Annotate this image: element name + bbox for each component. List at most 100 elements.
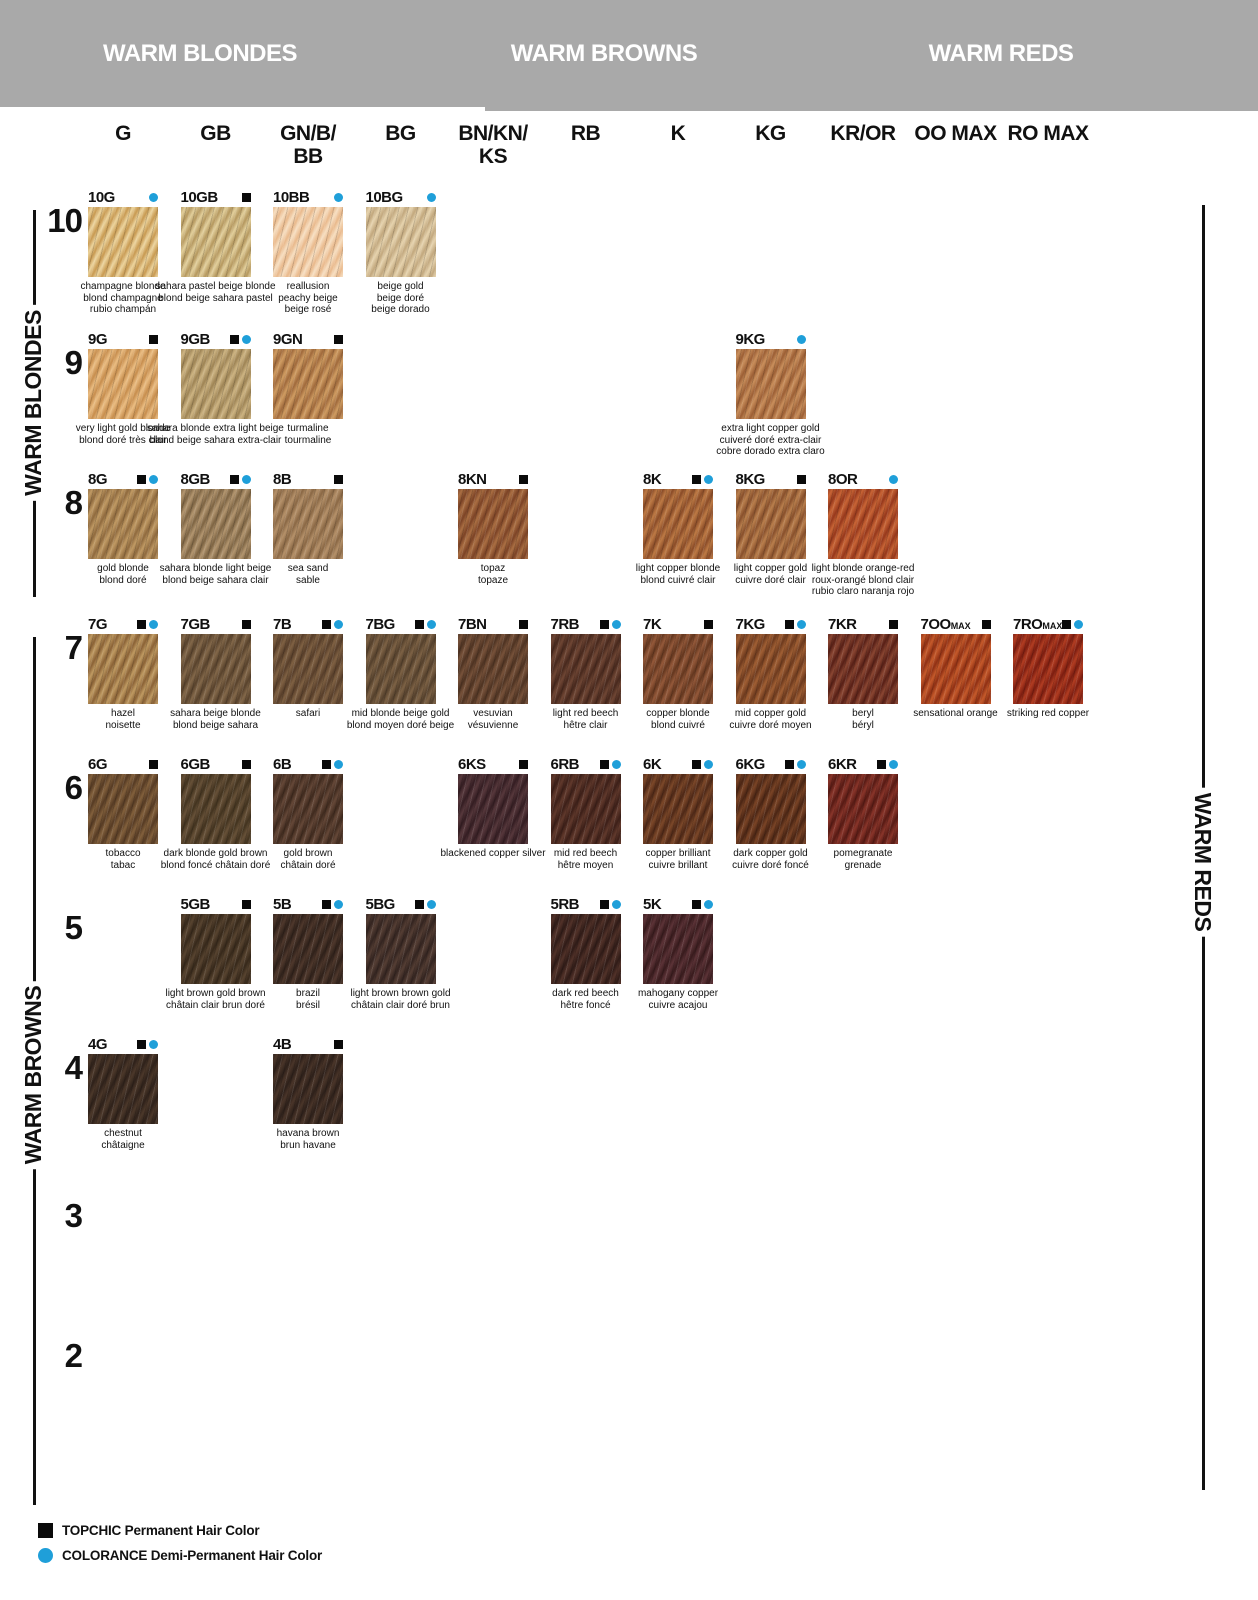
swatch-name-line: gold brown bbox=[283, 848, 333, 859]
swatch-names: copper brilliant cuivre brillant bbox=[578, 848, 778, 871]
swatch-name-line: champagne blonde bbox=[80, 281, 166, 292]
swatch-markers bbox=[414, 620, 436, 629]
column-header-BG: BG bbox=[385, 122, 416, 145]
swatch-markers bbox=[149, 193, 158, 202]
swatch-markers bbox=[241, 760, 251, 769]
swatch-code: 7BN bbox=[458, 616, 487, 633]
swatch-code: 6GB bbox=[180, 756, 211, 773]
hair-swatch bbox=[180, 914, 251, 984]
swatch-names: sahara pastel beige blonde blond beige sa… bbox=[116, 281, 316, 304]
colorance-dot-icon bbox=[149, 1040, 158, 1049]
warm-reds-side-label: WARM REDS bbox=[1188, 787, 1217, 937]
swatch-code-row: 7B bbox=[273, 616, 343, 633]
swatch-code: 9KG bbox=[735, 331, 766, 348]
swatch-markers bbox=[981, 620, 991, 629]
swatch-markers bbox=[229, 475, 251, 484]
swatch-code-row: 6RB bbox=[551, 756, 621, 773]
swatch-markers bbox=[241, 900, 251, 909]
swatch-code: 7ROMAX bbox=[1013, 616, 1063, 633]
swatch-names: dark red beech hêtre foncé bbox=[486, 988, 686, 1011]
swatch-cell-6K: 6K copper brilliant cuivre brillant bbox=[643, 756, 713, 871]
swatch-name-line: tourmaline bbox=[284, 434, 332, 446]
swatch-code-row: 6KG bbox=[736, 756, 806, 773]
hair-swatch bbox=[458, 489, 528, 559]
swatch-cell-8G: 8G gold blonde blond doré bbox=[88, 471, 158, 586]
topchic-square-icon bbox=[322, 900, 331, 909]
swatch-markers bbox=[599, 620, 621, 629]
swatch-name-line: hêtre moyen bbox=[557, 859, 614, 871]
swatch-name-line: copper blonde bbox=[646, 708, 710, 719]
row-number-3: 3 bbox=[64, 1197, 83, 1234]
swatch-markers bbox=[334, 335, 343, 344]
hair-swatch bbox=[735, 489, 806, 559]
swatch-code-row: 4B bbox=[273, 1036, 343, 1053]
swatch-markers bbox=[149, 335, 158, 344]
swatch-names: gold brown châtain doré bbox=[208, 848, 408, 871]
swatch-cell-6KS: 6KS blackened copper silver bbox=[440, 756, 545, 860]
swatch-code: 4B bbox=[273, 1036, 292, 1053]
swatch-names: topaz topaze bbox=[393, 563, 593, 586]
swatch-code-row: 7G bbox=[88, 616, 158, 633]
swatch-name-line: blond beige sahara extra-clair bbox=[149, 434, 282, 446]
swatch-markers bbox=[322, 900, 343, 909]
column-header-RB: RB bbox=[571, 122, 601, 145]
hair-swatch bbox=[828, 774, 898, 844]
topchic-square-icon bbox=[334, 335, 343, 344]
column-header-line: KG bbox=[755, 122, 786, 145]
hair-swatch bbox=[1013, 634, 1083, 704]
topchic-square-icon bbox=[519, 475, 528, 484]
swatch-name-line: cuivre doré foncé bbox=[732, 859, 809, 871]
swatch-name-line: mid blonde beige gold bbox=[351, 708, 450, 719]
topchic-square-icon bbox=[149, 335, 158, 344]
swatch-names: striking red copper bbox=[948, 708, 1148, 720]
banner-label-warm-reds: WARM REDS bbox=[928, 40, 1074, 67]
swatch-code: 5BG bbox=[365, 896, 396, 913]
swatch-names: pomegranate grenade bbox=[763, 848, 963, 871]
colorance-dot-icon bbox=[334, 760, 343, 769]
legend-colorance-label: COLORANCE Demi-Permanent Hair Color bbox=[62, 1548, 323, 1563]
swatch-code-row: 6G bbox=[88, 756, 158, 773]
swatch-cell-5BG: 5BG light brown brown gold châtain clair d… bbox=[350, 896, 450, 1011]
topchic-square-icon bbox=[784, 760, 794, 769]
swatch-cell-4G: 4G chestnut châtaigne bbox=[88, 1036, 158, 1151]
swatch-code-row: 6B bbox=[273, 756, 343, 773]
swatch-name-line: light red beech bbox=[552, 708, 619, 719]
swatch-code: 4G bbox=[88, 1036, 108, 1053]
swatch-names: blackened copper silver bbox=[393, 848, 593, 860]
swatch-code-row: 10GB bbox=[181, 189, 251, 206]
swatch-code: 9GB bbox=[180, 331, 211, 348]
swatch-name-line: béryl bbox=[852, 719, 874, 731]
hair-swatch bbox=[550, 774, 621, 844]
swatch-cell-7K: 7K copper blonde blond cuivré bbox=[643, 616, 713, 731]
hair-swatch bbox=[273, 774, 343, 844]
swatch-markers bbox=[796, 335, 806, 344]
swatch-name-line: mahogany copper bbox=[637, 988, 719, 999]
hair-swatch bbox=[365, 914, 436, 984]
swatch-name-line: peachy beige bbox=[278, 292, 338, 304]
warm-sections-banner: WARM BLONDES WARM BROWNS WARM REDS bbox=[0, 0, 1258, 111]
swatch-cell-8KG: 8KG light copper gold cuivre doré clair bbox=[734, 471, 807, 586]
swatch-code: 5K bbox=[643, 896, 662, 913]
swatch-cell-7KG: 7KG mid copper gold cuivre doré moyen bbox=[729, 616, 811, 731]
topchic-square-icon bbox=[137, 1040, 146, 1049]
swatch-names: reallusion peachy beige beige rosé bbox=[208, 281, 408, 316]
topchic-square-icon bbox=[241, 760, 251, 769]
swatch-code-row: 9KG bbox=[735, 331, 806, 348]
swatch-name-line: sahara pastel beige blonde bbox=[155, 281, 276, 292]
swatch-cell-7RB: 7RB light red beech hêtre clair bbox=[550, 616, 621, 731]
swatch-names: brazil brésil bbox=[208, 988, 408, 1011]
row-number-2: 2 bbox=[64, 1337, 83, 1374]
topchic-square-icon bbox=[137, 475, 146, 484]
column-header-line: RO MAX bbox=[1007, 122, 1090, 145]
swatch-name-line: beige rosé bbox=[284, 304, 332, 315]
hair-swatch bbox=[458, 634, 528, 704]
swatch-cell-10GB: 10GB sahara pastel beige blonde blond beig… bbox=[155, 189, 275, 304]
column-header-line: KS bbox=[478, 145, 508, 168]
column-header-K: K bbox=[671, 122, 686, 145]
column-header-KROR: KR/OR bbox=[830, 122, 896, 145]
swatch-code-row: 8KG bbox=[736, 471, 806, 488]
swatch-cell-5GB: 5GB light brown gold brown châtain clair b… bbox=[165, 896, 265, 1011]
swatch-code: 7BG bbox=[365, 616, 396, 633]
swatch-code-row: 10BB bbox=[273, 189, 343, 206]
swatch-name-line: cuivre doré clair bbox=[735, 574, 806, 586]
